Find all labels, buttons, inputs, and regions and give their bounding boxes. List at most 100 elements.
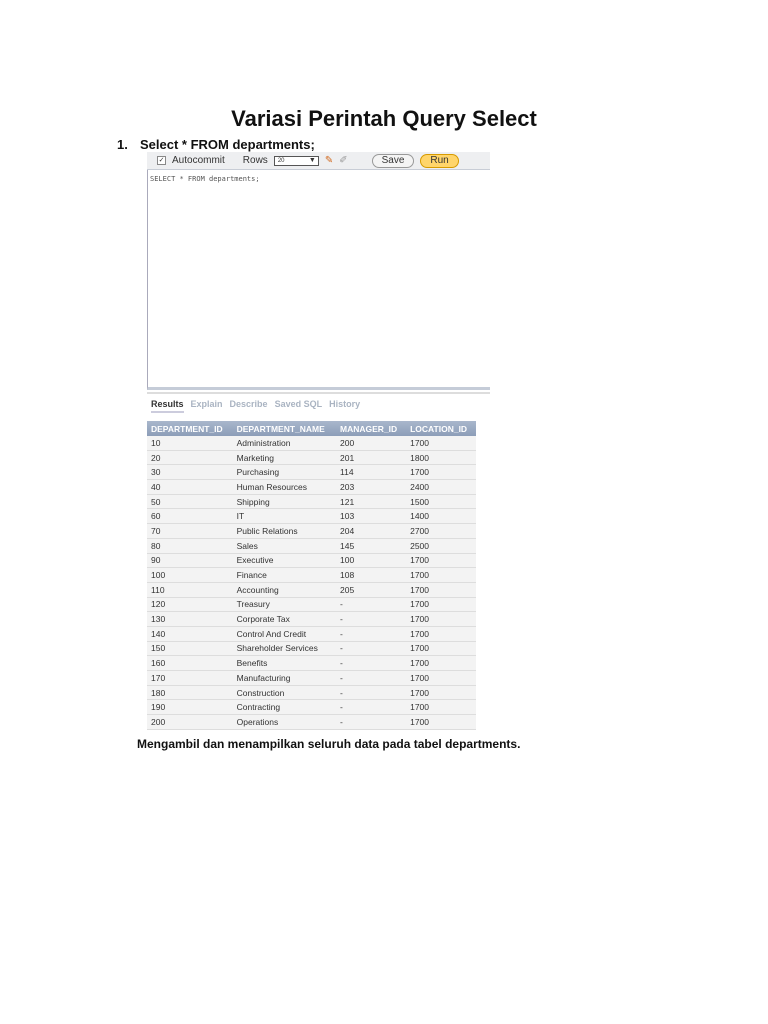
- table-cell: 150: [147, 641, 233, 657]
- table-row: 60 IT 103 1400: [147, 508, 476, 525]
- page-title: Variasi Perintah Query Select: [231, 106, 537, 131]
- table-cell: 200: [147, 714, 233, 730]
- table-cell: 200: [336, 436, 407, 451]
- table-cell: Treasury: [232, 597, 337, 613]
- table-cell: 50: [147, 494, 233, 510]
- table-row: 160 Benefits -1700: [147, 655, 476, 671]
- toolbar: ✓ Autocommit Rows 20 ▼ ✎ ✐ Save Run: [147, 152, 490, 170]
- list-item-heading: 1. Select * FROM departments;: [117, 137, 315, 152]
- table-cell: 114: [336, 464, 407, 481]
- table-row: 90 Executive 100 1700: [147, 553, 476, 569]
- table-cell: 1700: [406, 567, 476, 583]
- column-header: DEPARTMENT_NAME: [232, 421, 337, 436]
- table-cell: 100: [147, 567, 233, 583]
- table-cell: 2500: [406, 538, 476, 554]
- caption: Mengambil dan menampilkan seluruh data p…: [137, 737, 521, 751]
- table-cell: Manufacturing: [232, 670, 337, 686]
- run-button[interactable]: Run: [420, 153, 459, 168]
- table-row: 50 Shipping 121 1500: [147, 494, 476, 510]
- table-cell: 1700: [406, 626, 476, 642]
- table-cell: 120: [147, 597, 233, 613]
- table-cell: 1800: [406, 450, 476, 466]
- table-cell: 1700: [406, 553, 476, 569]
- tab-describe[interactable]: Describe: [229, 399, 268, 409]
- table-row: 120 Treasury -1700: [147, 597, 476, 613]
- table-cell: 2700: [406, 523, 476, 539]
- table-cell: 108: [336, 567, 407, 583]
- table-cell: -: [336, 714, 407, 730]
- table-cell: -: [336, 626, 407, 642]
- table-cell: 1700: [406, 436, 476, 451]
- autocommit-label: Autocommit: [172, 155, 225, 166]
- save-button[interactable]: Save: [371, 153, 415, 168]
- table-cell: 1700: [406, 699, 476, 716]
- table-row: 200 Operations -1700: [147, 714, 476, 730]
- table-cell: Purchasing: [232, 464, 337, 481]
- table-cell: Marketing: [232, 450, 337, 466]
- table-cell: 1700: [406, 611, 476, 627]
- results-tabs: Results Explain Describe Saved SQL Histo…: [147, 392, 490, 413]
- tab-history[interactable]: History: [329, 399, 361, 409]
- rows-value: 20: [277, 157, 285, 164]
- autocommit-checkbox[interactable]: ✓: [157, 156, 166, 165]
- tab-results[interactable]: Results: [151, 399, 184, 413]
- table-cell: Sales: [232, 538, 337, 554]
- table-cell: 80: [147, 538, 233, 554]
- broom-icon[interactable]: ✐: [339, 155, 348, 166]
- table-cell: 1700: [406, 670, 476, 686]
- table-cell: -: [336, 670, 407, 686]
- table-cell: -: [336, 611, 407, 627]
- eraser-icon[interactable]: ✎: [324, 155, 334, 166]
- table-cell: 130: [147, 611, 233, 627]
- table-cell: 1500: [406, 494, 476, 510]
- table-cell: 90: [147, 553, 233, 569]
- tab-explain[interactable]: Explain: [190, 399, 223, 409]
- table-cell: Public Relations: [232, 523, 337, 539]
- table-cell: -: [336, 641, 407, 657]
- table-row: 150 Shareholder Services -1700: [147, 641, 476, 657]
- item-text: Select * FROM departments;: [140, 137, 315, 152]
- table-cell: Finance: [232, 567, 337, 583]
- column-header: DEPARTMENT_ID: [147, 421, 233, 436]
- rows-select[interactable]: 20 ▼: [273, 155, 319, 166]
- table-cell: 70: [147, 523, 233, 539]
- results-table: DEPARTMENT_ID DEPARTMENT_NAME MANAGER_ID LO…: [147, 421, 476, 730]
- table-cell: 160: [147, 655, 233, 671]
- table-cell: -: [336, 685, 407, 701]
- table-row: 20 Marketing 201 1800: [147, 450, 476, 466]
- table-cell: 2400: [406, 479, 476, 495]
- table-cell: -: [336, 699, 407, 716]
- table-cell: 1700: [406, 641, 476, 657]
- table-cell: 145: [336, 538, 407, 554]
- table-row: 180 Construction -1700: [147, 685, 476, 701]
- table-cell: 60: [147, 508, 233, 525]
- sql-workshop-screenshot: ✓ Autocommit Rows 20 ▼ ✎ ✐ Save Run SELEC…: [147, 152, 490, 730]
- table-cell: Corporate Tax: [232, 611, 337, 627]
- table-cell: Human Resources: [232, 479, 337, 495]
- table-row: 10 Administration 200 1700: [147, 436, 476, 451]
- table-cell: 201: [336, 450, 407, 466]
- table-cell: Control And Credit: [232, 626, 337, 642]
- table-cell: 1700: [406, 655, 476, 671]
- table-cell: 100: [336, 553, 407, 569]
- table-cell: Shipping: [232, 494, 337, 510]
- table-cell: 1700: [406, 685, 476, 701]
- table-cell: Construction: [232, 685, 337, 701]
- table-cell: 20: [147, 450, 233, 466]
- table-row: 30 Purchasing 114 1700: [147, 464, 476, 481]
- tab-saved-sql[interactable]: Saved SQL: [274, 399, 323, 409]
- table-cell: 170: [147, 670, 233, 686]
- table-cell: -: [336, 597, 407, 613]
- table-cell: Contracting: [232, 699, 337, 716]
- table-row: 70 Public Relations 204 2700: [147, 523, 476, 539]
- table-cell: 140: [147, 626, 233, 642]
- table-cell: 190: [147, 699, 233, 716]
- table-cell: 1700: [406, 582, 476, 598]
- table-row: 170 Manufacturing -1700: [147, 670, 476, 686]
- table-cell: 1700: [406, 464, 476, 481]
- sql-editor[interactable]: SELECT * FROM departments;: [147, 170, 490, 390]
- table-row: 100 Finance 108 1700: [147, 567, 476, 583]
- table-cell: 121: [336, 494, 407, 510]
- table-cell: IT: [232, 508, 337, 525]
- table-row: 140 Control And Credit -1700: [147, 626, 476, 642]
